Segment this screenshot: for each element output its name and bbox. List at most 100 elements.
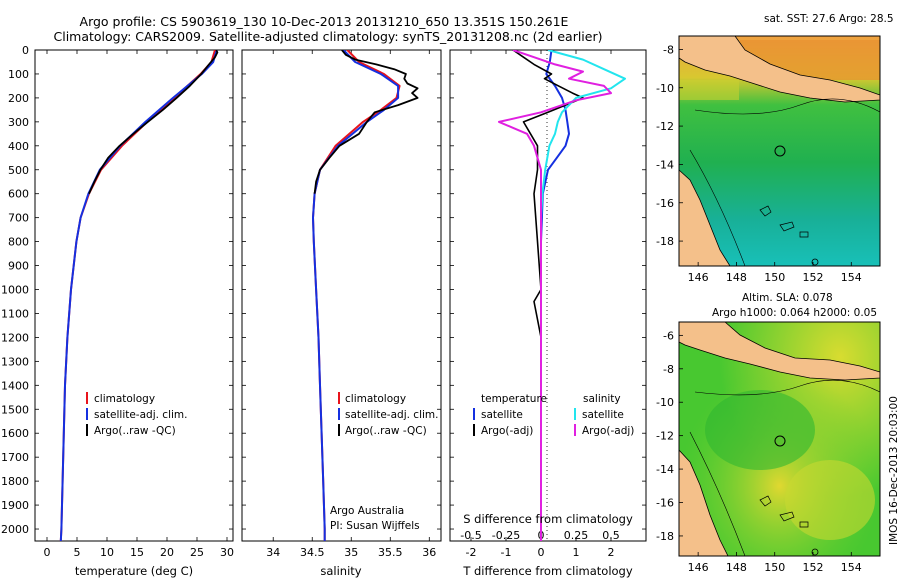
legend-t-argo: Argo(-adj) bbox=[481, 425, 533, 437]
map-y-tick: -14 bbox=[656, 463, 674, 476]
legend-t-satellite: satellite bbox=[481, 409, 523, 421]
legend-s-satellite: satellite bbox=[582, 409, 624, 421]
depth-tick-label: 600 bbox=[8, 188, 29, 201]
map-x-tick: 150 bbox=[764, 561, 785, 574]
credit-line1: Argo Australia bbox=[330, 505, 404, 517]
plot-title-line1: Argo profile: CS 5903619_130 10-Dec-2013… bbox=[79, 14, 569, 29]
difference-axes bbox=[449, 49, 647, 542]
series-line-satellite bbox=[59, 50, 218, 541]
map-y-tick: -18 bbox=[656, 530, 674, 543]
legend-satellite: satellite-adj. clim. bbox=[345, 409, 438, 421]
depth-tick-label: 1800 bbox=[1, 475, 29, 488]
x-tick-label: 34.5 bbox=[300, 546, 325, 559]
salinity-lines bbox=[312, 50, 419, 541]
sst-map-ticks: 146 148 150 152 154 -8 -10 -12 -14 -16 -18 bbox=[656, 43, 862, 284]
series-line-argo bbox=[313, 50, 419, 194]
series-line-s-argo bbox=[498, 50, 612, 541]
series-line-climatology bbox=[312, 50, 401, 541]
top-tick-label: -0.5 bbox=[460, 529, 481, 542]
x-tick-label: 5 bbox=[74, 546, 81, 559]
x-tick-label: -1 bbox=[501, 546, 512, 559]
difference-legend: temperature salinity satellite Argo(-adj… bbox=[473, 393, 634, 437]
x-tick-label: 35.5 bbox=[378, 546, 403, 559]
sst-title: sat. SST: 27.6 Argo: 28.5 bbox=[764, 13, 894, 25]
top-tick-label: 0.5 bbox=[602, 529, 620, 542]
depth-tick-label: 300 bbox=[8, 116, 29, 129]
land-new-guinea bbox=[679, 36, 880, 103]
depth-tick-label: 1600 bbox=[1, 427, 29, 440]
depth-tick-label: 0 bbox=[22, 44, 29, 57]
depth-tick-label: 900 bbox=[8, 260, 29, 273]
map-y-tick: -10 bbox=[656, 82, 674, 95]
temperature-ticks: 0 5 10 15 20 25 30 bbox=[44, 50, 234, 559]
plot-title-line2: Climatology: CARS2009. Satellite-adjuste… bbox=[53, 29, 603, 44]
top-tick-label: -0.25 bbox=[492, 529, 520, 542]
sla-map-ticks: 146 148 150 152 154 -6 -8 -10 -12 -14 -16 -18 bbox=[656, 329, 862, 574]
land-australia bbox=[679, 169, 731, 266]
legend-argo: Argo(..raw -QC) bbox=[94, 425, 176, 437]
land-new-guinea bbox=[679, 322, 880, 381]
map-y-tick: -8 bbox=[663, 43, 674, 56]
salinity-axes bbox=[241, 49, 442, 542]
map-x-tick: 152 bbox=[803, 271, 824, 284]
x-tick-label: 34 bbox=[266, 546, 280, 559]
x-tick-label: 0 bbox=[538, 546, 545, 559]
credit-line2: PI: Susan Wijffels bbox=[330, 520, 420, 532]
map-y-tick: -10 bbox=[656, 396, 674, 409]
depth-tick-label: 1200 bbox=[1, 331, 29, 344]
map-x-tick: 150 bbox=[764, 271, 785, 284]
depth-tick-label: 2000 bbox=[1, 523, 29, 536]
map-y-tick: -12 bbox=[656, 430, 674, 443]
difference-lines bbox=[498, 50, 626, 541]
legend-climatology: climatology bbox=[94, 393, 155, 405]
temperature-axes bbox=[34, 49, 234, 542]
legend-satellite: satellite-adj. clim. bbox=[94, 409, 187, 421]
x-tick-label: 30 bbox=[220, 546, 234, 559]
map-y-tick: -8 bbox=[663, 363, 674, 376]
depth-tick-label: 400 bbox=[8, 140, 29, 153]
series-line-t-satellite bbox=[540, 50, 570, 541]
map-x-tick: 146 bbox=[688, 271, 709, 284]
sst-map: sat. SST: 27.6 Argo: 28.5 bbox=[678, 13, 894, 267]
argo-position-marker bbox=[774, 435, 786, 447]
x-tick-label: 25 bbox=[190, 546, 204, 559]
temperature-xlabel: temperature (deg C) bbox=[75, 564, 193, 578]
map-y-tick: -14 bbox=[656, 158, 674, 171]
difference-xlabel-top: S difference from climatology bbox=[463, 512, 633, 526]
depth-tick-label: 100 bbox=[8, 68, 29, 81]
x-tick-label: 35 bbox=[344, 546, 358, 559]
sla-map: Altim. SLA: 0.078 Argo h1000: 0.064 h200… bbox=[678, 292, 881, 557]
depth-tick-label: 1000 bbox=[1, 284, 29, 297]
map-x-tick: 152 bbox=[803, 561, 824, 574]
top-tick-label: 0.25 bbox=[564, 529, 589, 542]
x-tick-label: 15 bbox=[130, 546, 144, 559]
legend-argo: Argo(..raw -QC) bbox=[345, 425, 427, 437]
imos-stamp: IMOS 16-Dec-2013 20:03:00 bbox=[888, 396, 900, 545]
map-y-tick: -12 bbox=[656, 120, 674, 133]
legend-s-argo: Argo(-adj) bbox=[582, 425, 634, 437]
depth-tick-label: 1300 bbox=[1, 355, 29, 368]
series-line-climatology bbox=[59, 50, 216, 541]
depth-tick-label: 700 bbox=[8, 212, 29, 225]
depth-tick-label: 1100 bbox=[1, 307, 29, 320]
map-y-tick: -16 bbox=[656, 197, 674, 210]
depth-tick-label: 1700 bbox=[1, 451, 29, 464]
series-line-satellite bbox=[312, 50, 400, 541]
legend-salinity-title: salinity bbox=[583, 393, 621, 405]
depth-ticks: 0 100 200 300 400 500 600 700 800 900 1000 1100 1200… bbox=[1, 44, 646, 536]
map-y-tick: -16 bbox=[656, 497, 674, 510]
depth-tick-label: 1500 bbox=[1, 403, 29, 416]
map-x-tick: 148 bbox=[726, 271, 747, 284]
map-x-tick: 146 bbox=[688, 561, 709, 574]
salinity-ticks: 34 34.5 35 35.5 36 bbox=[266, 50, 436, 559]
series-line-argo bbox=[88, 50, 219, 195]
x-tick-label: 36 bbox=[422, 546, 436, 559]
legend-temperature-title: temperature bbox=[481, 393, 547, 405]
difference-xlabel: T difference from climatology bbox=[462, 564, 633, 578]
map-x-tick: 154 bbox=[841, 271, 862, 284]
x-tick-label: -2 bbox=[466, 546, 477, 559]
land-australia bbox=[679, 449, 729, 556]
x-tick-label: 1 bbox=[573, 546, 580, 559]
map-y-tick: -6 bbox=[663, 329, 674, 342]
